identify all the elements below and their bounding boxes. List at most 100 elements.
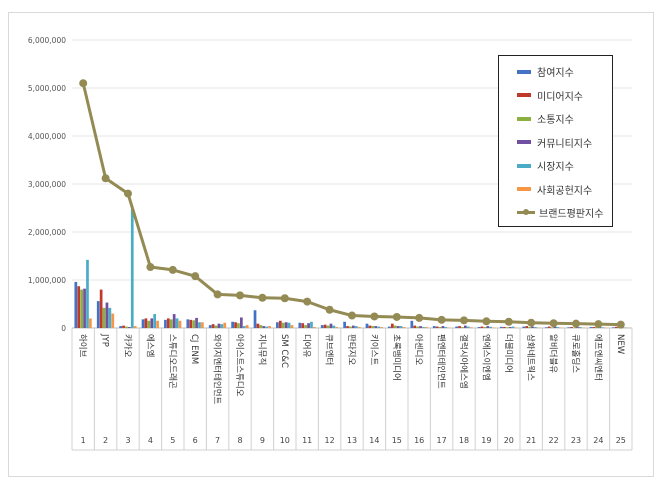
y-tick-label: 1,000,000 <box>28 276 66 285</box>
legend-item-social: 사회공헌지수 <box>499 178 612 202</box>
category-label: 판타지오 <box>346 334 356 365</box>
bar <box>531 326 534 328</box>
bar <box>438 327 442 328</box>
bar <box>323 324 327 328</box>
bar <box>352 325 355 328</box>
brand-point <box>370 312 379 321</box>
legend-line-marker <box>517 209 535 216</box>
bar <box>301 323 305 328</box>
bar <box>169 319 173 328</box>
bar <box>502 327 506 328</box>
bar <box>144 318 148 328</box>
bar <box>284 322 288 328</box>
brand-point <box>527 318 536 327</box>
y-tick-label: 0 <box>61 324 66 333</box>
rank-label: 12 <box>325 436 335 445</box>
rank-label: 16 <box>414 436 424 445</box>
bar <box>278 320 282 328</box>
brand-point <box>504 317 513 326</box>
rank-label: 17 <box>437 436 447 445</box>
bar <box>380 327 383 328</box>
bar <box>256 323 260 328</box>
bar <box>354 326 358 328</box>
legend-item-community: 커뮤니티지수 <box>499 131 612 155</box>
bar <box>108 307 112 328</box>
bar <box>89 318 92 328</box>
bar <box>500 326 503 328</box>
y-tick-label: 3,000,000 <box>28 180 66 189</box>
category-label: 큐로홀딩스 <box>570 334 581 373</box>
legend-swatch <box>517 116 531 121</box>
bar <box>195 317 198 328</box>
bar <box>612 327 615 328</box>
bar <box>262 326 266 328</box>
rank-label: 22 <box>549 436 559 445</box>
bar <box>371 326 375 328</box>
bar <box>416 326 419 328</box>
bar <box>96 301 100 328</box>
bar <box>444 327 448 328</box>
brand-point <box>616 320 625 329</box>
category-label: 갤럭시아에스엠 <box>458 334 469 389</box>
rank-label: 7 <box>215 436 220 445</box>
brand-point <box>572 319 580 328</box>
bar <box>298 322 302 328</box>
bar <box>601 327 605 328</box>
bar <box>589 327 593 328</box>
rank-label: 14 <box>369 436 379 445</box>
brand-point <box>348 311 356 320</box>
bar <box>390 323 394 328</box>
bar <box>349 326 352 328</box>
bar <box>153 314 157 328</box>
bar <box>469 327 473 328</box>
legend-label: 참여지수 <box>537 68 574 80</box>
bar <box>268 326 271 328</box>
bar <box>368 325 372 328</box>
bar <box>201 322 204 328</box>
bar <box>511 326 515 328</box>
brand-point <box>549 319 558 328</box>
legend-swatch <box>517 187 531 192</box>
rank-label: 24 <box>593 436 603 445</box>
bar <box>461 327 464 328</box>
bar <box>365 323 369 328</box>
bar <box>307 323 310 328</box>
bar <box>99 289 103 328</box>
bar <box>310 321 313 328</box>
bar <box>313 327 316 328</box>
bar <box>175 318 179 328</box>
bar <box>377 326 381 328</box>
bar <box>259 325 263 328</box>
category-label: CJ ENM <box>189 334 199 364</box>
brand-point <box>437 315 446 324</box>
bar <box>547 326 551 328</box>
bar <box>544 327 548 328</box>
rank-label: 23 <box>571 436 581 445</box>
bar <box>128 327 131 328</box>
legend-item-communication: 소통지수 <box>499 107 612 131</box>
bar <box>245 325 249 328</box>
bar <box>287 322 291 328</box>
bar <box>156 320 159 328</box>
chart-legend: 참여지수 미디어지수 소통지수 커뮤니티지수 시장지수 사회공헌지수 브랜드평판… <box>498 55 613 227</box>
bar <box>570 327 573 328</box>
bar <box>186 319 190 328</box>
bar <box>198 322 201 328</box>
bar <box>441 326 445 328</box>
bar <box>119 326 122 328</box>
brand-point <box>191 272 200 281</box>
legend-item-market: 시장지수 <box>499 154 612 178</box>
brand-point <box>168 265 177 274</box>
bar <box>130 208 134 328</box>
legend-label: 브랜드평판지수 <box>539 209 604 221</box>
bar <box>455 326 458 328</box>
rank-label: 21 <box>526 436 536 445</box>
bar <box>125 326 128 328</box>
bar <box>556 327 560 328</box>
bar <box>466 326 470 328</box>
category-label: 팬엔터테인먼트 <box>436 334 447 389</box>
legend-swatch <box>517 140 531 145</box>
category-label: 삼화네트웍스 <box>525 334 536 381</box>
category-label: JYP <box>100 333 110 347</box>
